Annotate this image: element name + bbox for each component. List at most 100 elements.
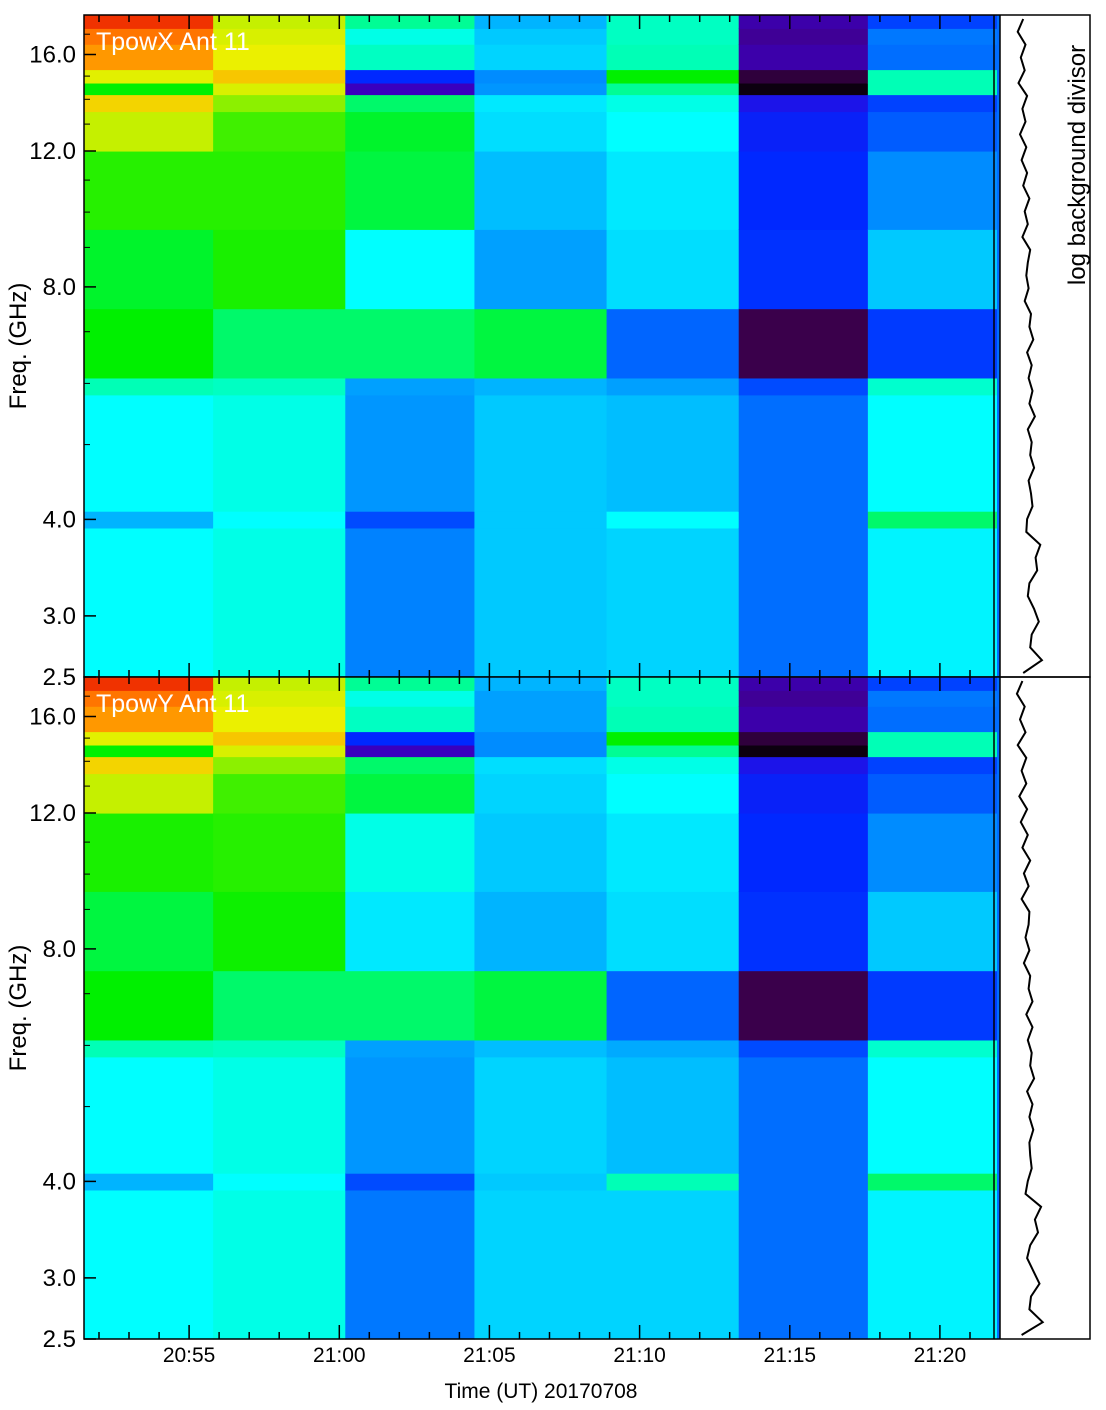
heatmap-cell xyxy=(345,731,476,746)
y-tick-label: 12.0 xyxy=(29,138,76,165)
heatmap-cell xyxy=(345,377,476,396)
heatmap-cell xyxy=(606,1056,740,1174)
heatmap-cell xyxy=(345,82,476,96)
heatmap-cell xyxy=(474,28,608,45)
heatmap-cell xyxy=(867,82,998,96)
heatmap-cell xyxy=(84,150,214,230)
heatmap-cell xyxy=(867,28,998,45)
y-axis-label: Freq. (GHz) xyxy=(5,283,32,410)
heatmap-cell xyxy=(84,527,214,678)
heatmap-cell xyxy=(606,970,740,1041)
panel-2: TpowY Ant 11 xyxy=(83,676,1091,1340)
heatmap-cell xyxy=(738,970,869,1041)
heatmap-cell xyxy=(84,229,214,310)
y-tick-label: 4.0 xyxy=(43,1168,76,1195)
heatmap-cell xyxy=(606,377,740,396)
heatmap-cell xyxy=(345,756,476,775)
heatmap-cell xyxy=(474,394,608,512)
heatmap-cell xyxy=(738,891,869,972)
x-tick-label: 21:00 xyxy=(313,1344,366,1367)
heatmap-cell xyxy=(213,69,346,84)
heatmap-cell xyxy=(867,44,998,71)
heatmap-cell xyxy=(474,229,608,310)
background-divisor-curve xyxy=(1015,680,1045,1336)
heatmap-cell xyxy=(738,111,869,152)
x-tick-label: 21:15 xyxy=(764,1344,817,1367)
heatmap-cell xyxy=(474,677,608,691)
heatmap-cell xyxy=(345,970,476,1041)
heatmap-cell xyxy=(345,706,476,733)
heatmap-cell xyxy=(345,150,476,230)
heatmap-cell xyxy=(345,527,476,678)
heatmap-cell xyxy=(738,706,869,733)
heatmap-cell xyxy=(867,731,998,746)
heatmap-cell xyxy=(345,94,476,113)
heatmap-cell xyxy=(867,229,998,310)
heatmap-cell xyxy=(606,677,740,691)
side-panel-label: log background divisor xyxy=(1064,45,1091,285)
heatmap-cell xyxy=(345,812,476,892)
heatmap-cell xyxy=(606,28,740,45)
heatmap-cell xyxy=(345,15,476,29)
heatmap-cell xyxy=(84,111,214,152)
heatmap-cell xyxy=(738,229,869,310)
heatmap-cell xyxy=(738,394,869,512)
heatmap-cell xyxy=(345,744,476,758)
heatmap-cell xyxy=(474,511,608,529)
heatmap-cell xyxy=(867,527,998,678)
heatmap-cell xyxy=(867,891,998,972)
heatmap-cell xyxy=(345,44,476,71)
heatmap-cell xyxy=(867,773,998,814)
heatmap-cell xyxy=(606,812,740,892)
heatmap-cell xyxy=(867,1039,998,1058)
heatmap-cell xyxy=(345,229,476,310)
heatmap-cell xyxy=(738,1056,869,1174)
heatmap-cell xyxy=(345,394,476,512)
x-tick-label: 21:05 xyxy=(463,1344,516,1367)
heatmap-cell xyxy=(867,1173,998,1191)
heatmap-cell xyxy=(474,69,608,84)
heatmap-cell xyxy=(84,1056,214,1174)
heatmap-cell xyxy=(606,527,740,678)
heatmap-cell xyxy=(474,731,608,746)
panel-1: TpowX Ant 11 xyxy=(83,14,1091,678)
heatmap-cell xyxy=(84,44,214,71)
heatmap-cell xyxy=(345,1189,476,1340)
heatmap-cell xyxy=(84,69,214,84)
heatmap-cell xyxy=(738,150,869,230)
heatmap-cell xyxy=(345,111,476,152)
heatmap-cell xyxy=(84,756,214,775)
heatmap-cell xyxy=(345,69,476,84)
heatmap-cell xyxy=(606,111,740,152)
heatmap-cell xyxy=(474,94,608,113)
heatmap-cell xyxy=(345,891,476,972)
heatmap-cell xyxy=(867,111,998,152)
heatmap-cell xyxy=(345,677,476,691)
heatmap-edge-strip xyxy=(997,677,1000,1339)
heatmap-cell xyxy=(345,690,476,707)
heatmap-cell xyxy=(474,773,608,814)
heatmap-cell xyxy=(213,970,346,1041)
heatmap-cell xyxy=(738,1039,869,1058)
heatmap-cell xyxy=(738,511,869,529)
heatmap-cell xyxy=(84,690,214,707)
heatmap-cell xyxy=(213,690,346,707)
heatmap-cell xyxy=(213,511,346,529)
heatmap-cell xyxy=(606,44,740,71)
heatmap-cell xyxy=(84,82,214,96)
heatmap-cell xyxy=(84,511,214,529)
heatmap-cell xyxy=(867,1056,998,1174)
heatmap-cell xyxy=(213,527,346,678)
background-divisor-curve xyxy=(1016,18,1044,674)
heatmap-cell xyxy=(738,744,869,758)
x-tick-label: 21:20 xyxy=(914,1344,967,1367)
heatmap-cell xyxy=(606,1039,740,1058)
heatmap-cell xyxy=(213,706,346,733)
heatmap-cell xyxy=(738,82,869,96)
heatmap-cell xyxy=(606,744,740,758)
y-tick-label: 3.0 xyxy=(43,603,76,630)
heatmap-cell xyxy=(606,150,740,230)
heatmap-cell xyxy=(213,891,346,972)
heatmap-cell xyxy=(606,394,740,512)
heatmap-cell xyxy=(606,891,740,972)
